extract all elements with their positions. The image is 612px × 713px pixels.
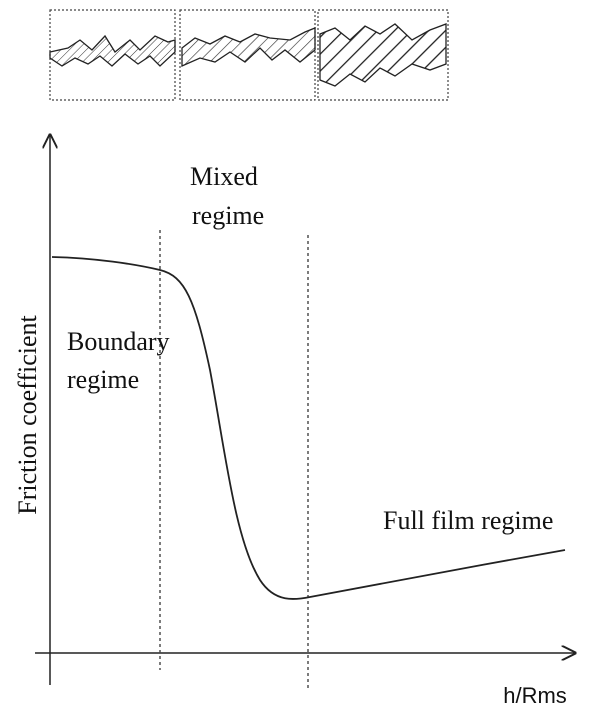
inset-box bbox=[179, 9, 316, 101]
surface-gap bbox=[49, 34, 176, 67]
region-label: regime bbox=[192, 201, 264, 230]
y-axis-label: Friction coefficient bbox=[13, 314, 42, 514]
inset-box bbox=[317, 9, 449, 101]
surface-gap bbox=[181, 27, 316, 68]
x-axis-label: h/Rms bbox=[503, 683, 567, 708]
region-label: Full film regime bbox=[383, 506, 553, 535]
region-label: Mixed bbox=[190, 162, 258, 191]
surface-gap bbox=[319, 23, 447, 87]
region-label: Boundary bbox=[67, 327, 170, 356]
friction-curve bbox=[51, 256, 566, 600]
rough-surfaces bbox=[49, 23, 447, 87]
region-label: regime bbox=[67, 365, 139, 394]
